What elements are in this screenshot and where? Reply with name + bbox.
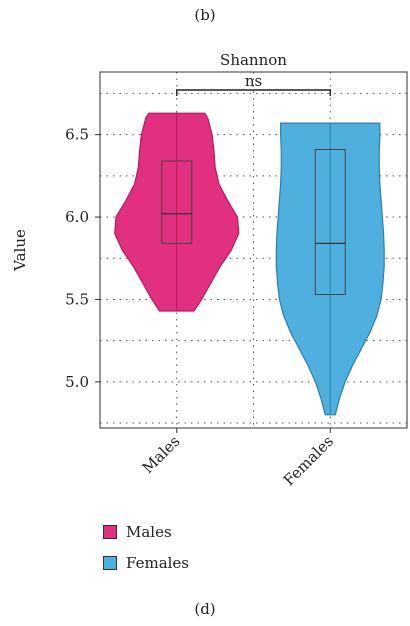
violin-layer xyxy=(114,112,385,416)
panel-label-top: (b) xyxy=(194,6,216,24)
violin-chart: 5.0 5.5 6.0 6.5 Males Females ns Shannon Valu… xyxy=(11,51,408,489)
x-tick-label: Males xyxy=(139,432,184,477)
legend-swatch-males xyxy=(103,525,117,539)
significance-layer: ns xyxy=(176,72,331,96)
box-males xyxy=(161,160,193,244)
legend: Males Females xyxy=(103,522,189,584)
box-females xyxy=(314,148,346,295)
legend-swatch-females xyxy=(103,556,117,570)
y-tick-label: 5.5 xyxy=(65,290,89,308)
legend-label-males: Males xyxy=(126,523,172,541)
legend-item-males: Males xyxy=(103,522,189,542)
y-tick-label: 5.0 xyxy=(65,373,89,391)
y-tick-label: 6.0 xyxy=(65,208,89,226)
significance-label: ns xyxy=(245,72,262,90)
chart-title: Shannon xyxy=(220,51,287,69)
legend-item-females: Females xyxy=(103,553,189,573)
x-tick-label: Females xyxy=(280,432,337,489)
panel-label-bottom: (d) xyxy=(194,600,216,618)
y-tick-label: 6.5 xyxy=(65,126,89,144)
significance-bracket xyxy=(176,89,331,96)
y-axis-label: Value xyxy=(11,229,29,272)
plot-frame xyxy=(99,71,408,429)
legend-label-females: Females xyxy=(126,554,190,572)
